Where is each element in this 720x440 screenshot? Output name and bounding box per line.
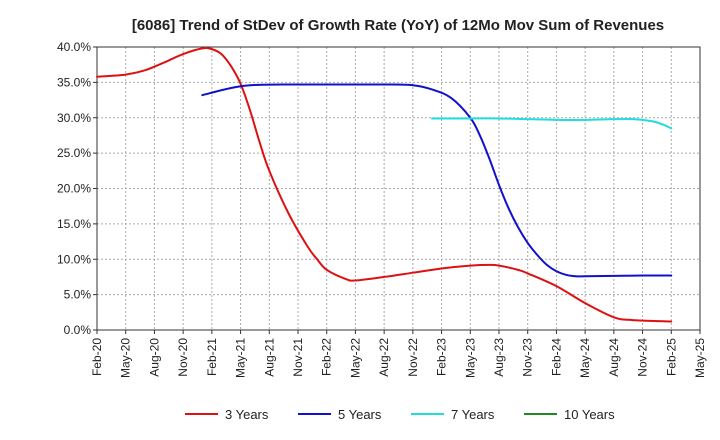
y-tick-label: 40.0% bbox=[57, 40, 91, 54]
grid-layer bbox=[97, 46, 700, 330]
legend-label-3-years: 3 Years bbox=[225, 407, 269, 422]
x-tick-label: Feb-20 bbox=[90, 338, 104, 376]
y-tick-label: 10.0% bbox=[57, 252, 91, 266]
x-tick-label: Feb-21 bbox=[205, 338, 219, 376]
y-tick-label: 15.0% bbox=[57, 217, 91, 231]
x-tick-label: Aug-24 bbox=[607, 338, 621, 377]
x-tick-label: Nov-24 bbox=[636, 338, 650, 377]
x-tick-label: Feb-24 bbox=[549, 338, 563, 376]
plot-border bbox=[96, 46, 701, 331]
x-tick-label: Feb-22 bbox=[320, 338, 334, 376]
series-line-5-years bbox=[201, 83, 673, 278]
x-tick-label: Feb-25 bbox=[664, 338, 678, 376]
legend-label-5-years: 5 Years bbox=[338, 407, 382, 422]
x-tick-label: Nov-20 bbox=[176, 338, 190, 377]
y-tick-label: 30.0% bbox=[57, 111, 91, 125]
y-tick-label: 35.0% bbox=[57, 75, 91, 89]
x-tick-label: Nov-21 bbox=[291, 338, 305, 377]
x-tick-label: May-25 bbox=[693, 338, 707, 378]
x-tick-label: Feb-23 bbox=[435, 338, 449, 376]
x-tick-label: Aug-22 bbox=[377, 338, 391, 377]
legend: 3 Years 5 Years 7 Years 10 Years bbox=[185, 407, 615, 422]
y-tick-label: 5.0% bbox=[64, 288, 92, 302]
x-tick-label: May-22 bbox=[348, 338, 362, 378]
legend-label-7-years: 7 Years bbox=[451, 407, 495, 422]
chart-title: [6086] Trend of StDev of Growth Rate (Yo… bbox=[132, 17, 664, 34]
x-tick-label: Nov-22 bbox=[406, 338, 420, 377]
y-tick-label: 20.0% bbox=[57, 182, 91, 196]
series-layer bbox=[96, 47, 673, 323]
x-tick-label: May-21 bbox=[234, 338, 248, 378]
x-tick-label: Aug-20 bbox=[147, 338, 161, 377]
x-tick-label: May-24 bbox=[578, 338, 592, 378]
y-tick-label: 0.0% bbox=[64, 323, 92, 337]
x-tick-label: Nov-23 bbox=[521, 338, 535, 377]
legend-label-10-years: 10 Years bbox=[564, 407, 615, 422]
x-tick-label: Aug-21 bbox=[262, 338, 276, 377]
series-line-3-years bbox=[96, 47, 673, 323]
x-tick-label: Aug-23 bbox=[492, 338, 506, 377]
y-tick-label: 25.0% bbox=[57, 146, 91, 160]
axes-layer: 0.0% 5.0% 10.0% 15.0% 20.0% 25.0% 30.0% 35.0% 40… bbox=[57, 40, 707, 378]
series-line-7-years bbox=[431, 117, 673, 130]
x-tick-label: May-20 bbox=[119, 338, 133, 378]
x-tick-label: May-23 bbox=[463, 338, 477, 378]
